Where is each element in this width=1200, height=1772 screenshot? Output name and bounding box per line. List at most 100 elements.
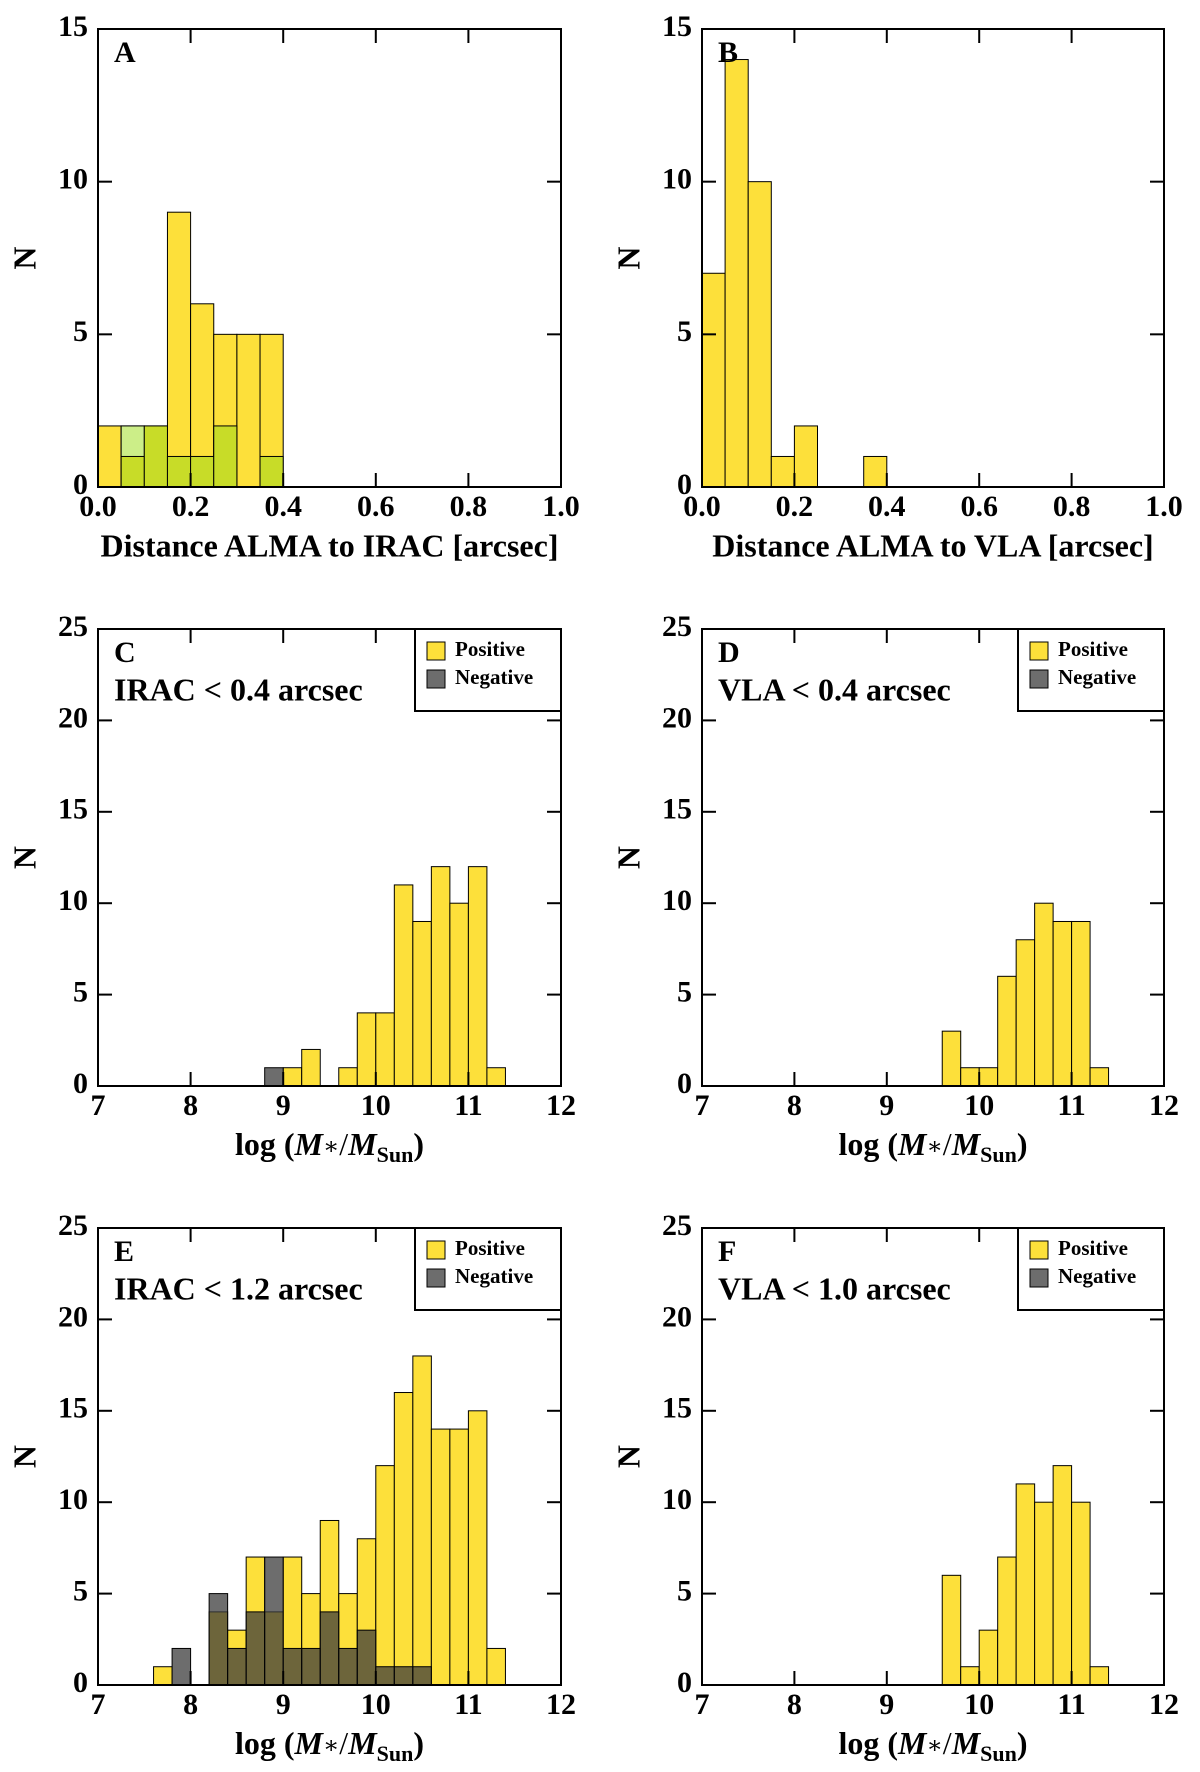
- y-tick-label: 5: [73, 315, 88, 348]
- y-tick-label: 10: [662, 163, 692, 196]
- x-axis-label-part: M: [897, 1725, 928, 1761]
- annotation: IRAC < 1.2 arcsec: [114, 1270, 363, 1306]
- y-tick-label: 0: [677, 1067, 692, 1100]
- x-axis-label-part: log (: [235, 1126, 295, 1162]
- bar: [486, 1647, 506, 1686]
- y-axis-label: N: [6, 1445, 42, 1468]
- bar: [1034, 902, 1054, 1087]
- bar: [1071, 1501, 1091, 1686]
- panel-label: A: [114, 36, 136, 69]
- bar: [282, 1647, 303, 1686]
- bar: [375, 1666, 395, 1686]
- plot-frame: [97, 28, 562, 488]
- bar: [770, 455, 795, 488]
- bar: [259, 455, 284, 488]
- x-tick-label: 9: [879, 1089, 894, 1122]
- bar: [120, 455, 145, 488]
- legend-label: Negative: [1058, 665, 1136, 689]
- panel: 0.0 0.2 0.4 0.6 0.8 1.0 0 5 10 15 N Distance ALMA t…: [6, 10, 579, 563]
- bar: [486, 1067, 506, 1087]
- bar: [978, 1629, 999, 1686]
- bar: [356, 1012, 377, 1087]
- x-tick-label: 1.0: [1145, 490, 1183, 523]
- x-tick-label: 0.6: [960, 490, 998, 523]
- bar: [208, 1593, 229, 1686]
- bar: [393, 1666, 414, 1686]
- x-axis-label-part: ): [1017, 1126, 1028, 1162]
- panel-label: E: [114, 1235, 134, 1268]
- bar: [375, 1012, 395, 1087]
- bar: [467, 866, 488, 1087]
- bar: [1089, 1666, 1110, 1686]
- bar: [960, 1666, 980, 1686]
- bar: [190, 455, 215, 488]
- y-tick-label: 10: [58, 163, 88, 196]
- x-axis-label-part: M: [347, 1126, 378, 1162]
- x-tick-label: 10: [361, 1688, 391, 1721]
- bar: [227, 1647, 247, 1686]
- y-tick-label: 5: [677, 1574, 692, 1607]
- x-axis-label-part: M: [951, 1725, 982, 1761]
- y-tick-label: 10: [58, 1483, 88, 1516]
- x-tick-label: 12: [546, 1089, 576, 1122]
- bar: [997, 975, 1017, 1087]
- x-axis-label-part: log (: [838, 1126, 898, 1162]
- x-tick-label: 9: [879, 1688, 894, 1721]
- y-tick-label: 25: [58, 1209, 88, 1242]
- x-axis-label: log (M∗/MSun): [838, 1725, 1027, 1766]
- panel-label: C: [114, 636, 136, 669]
- bar: [863, 455, 888, 488]
- bar: [213, 425, 238, 488]
- x-tick-label: 8: [183, 1089, 198, 1122]
- x-axis-label: log (M∗/MSun): [838, 1126, 1027, 1167]
- bar: [166, 455, 192, 488]
- bar: [264, 1067, 284, 1087]
- annotation: VLA < 0.4 arcsec: [718, 671, 951, 707]
- panel-label: D: [718, 636, 740, 669]
- legend-label: Negative: [455, 665, 533, 689]
- bar: [245, 1611, 266, 1686]
- bar: [1071, 920, 1091, 1087]
- y-tick-label: 15: [662, 10, 692, 43]
- bar: [375, 1465, 395, 1686]
- y-tick-label: 0: [73, 1666, 88, 1699]
- x-tick-label: 9: [276, 1688, 291, 1721]
- panel-label: B: [718, 36, 738, 69]
- legend-label: Negative: [1058, 1264, 1136, 1288]
- y-tick-label: 5: [73, 1574, 88, 1607]
- x-axis-label-part: /: [339, 1126, 348, 1162]
- x-axis-label-part: M: [347, 1725, 378, 1761]
- bar: [724, 59, 749, 488]
- bar: [393, 884, 414, 1087]
- x-axis-label-part: Sun: [980, 1741, 1017, 1766]
- x-tick-label: 12: [1149, 1688, 1179, 1721]
- x-axis-label-part: ∗: [323, 1733, 339, 1759]
- bar: [356, 1629, 377, 1686]
- y-tick-label: 25: [662, 1209, 692, 1242]
- bar: [747, 181, 772, 488]
- y-tick-label: 20: [58, 701, 88, 734]
- bar: [430, 1428, 451, 1686]
- bar: [1089, 1067, 1110, 1087]
- legend-swatch: [1029, 669, 1049, 689]
- bar: [236, 333, 261, 488]
- x-axis-label-part: log (: [235, 1725, 295, 1761]
- x-tick-label: 11: [454, 1089, 482, 1122]
- x-axis-label-part: ): [1017, 1725, 1028, 1761]
- bar: [449, 1428, 469, 1686]
- y-axis-label: N: [6, 846, 42, 869]
- x-axis-label-part: ): [413, 1126, 424, 1162]
- x-tick-label: 12: [546, 1688, 576, 1721]
- x-tick-label: 0.0: [683, 490, 721, 523]
- x-axis-label-part: /: [339, 1725, 348, 1761]
- panel-label: F: [718, 1235, 736, 1268]
- plot-frame: [701, 28, 1165, 488]
- bar: [1015, 1483, 1036, 1686]
- x-axis-label-part: log (: [838, 1725, 898, 1761]
- y-tick-label: 15: [58, 793, 88, 826]
- x-axis-label-part: ∗: [926, 1733, 942, 1759]
